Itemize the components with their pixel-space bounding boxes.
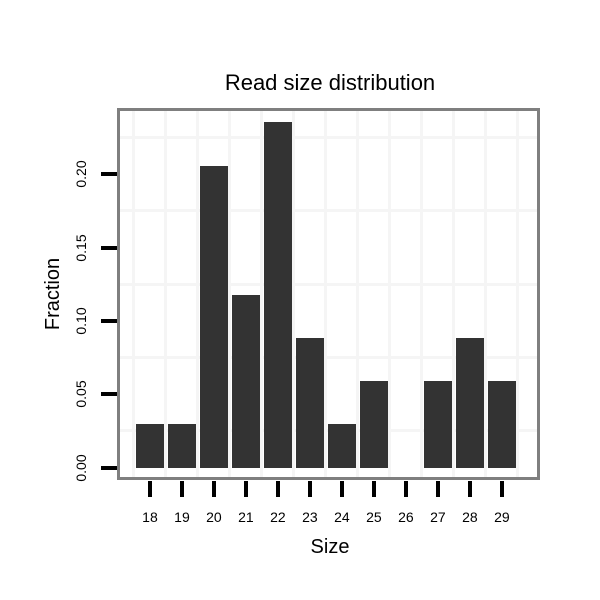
x-tick-label-19: 19 — [174, 509, 190, 525]
x-tick-label-24: 24 — [334, 509, 350, 525]
minor-gridline-x — [452, 111, 456, 477]
bar-23 — [295, 338, 325, 468]
y-axis-title: Fraction — [42, 257, 64, 331]
minor-gridline-x — [260, 111, 264, 477]
bar-19 — [167, 424, 197, 468]
minor-gridline-x — [388, 111, 392, 477]
x-tick-mark-19 — [179, 481, 184, 497]
x-tick-label-18: 18 — [142, 509, 158, 525]
bar-28 — [455, 338, 485, 468]
minor-gridline-x — [356, 111, 360, 477]
x-tick-label-27: 27 — [430, 509, 446, 525]
minor-gridline-y — [120, 135, 537, 139]
bar-22 — [263, 122, 293, 468]
minor-gridline-x — [164, 111, 168, 477]
minor-gridline-x — [196, 111, 200, 477]
x-tick-mark-28 — [467, 481, 472, 497]
x-tick-label-28: 28 — [462, 509, 478, 525]
x-tick-mark-25 — [371, 481, 376, 497]
x-axis-title: Size — [310, 536, 350, 558]
x-tick-label-20: 20 — [206, 509, 222, 525]
x-tick-label-22: 22 — [270, 509, 286, 525]
minor-gridline-x — [484, 111, 488, 477]
bar-27 — [423, 381, 453, 468]
minor-gridline-x — [228, 111, 232, 477]
x-tick-mark-24 — [339, 481, 344, 497]
x-tick-mark-29 — [499, 481, 504, 497]
y-tick-label-0.05: 0.05 — [73, 380, 89, 408]
y-tick-mark-0.00 — [101, 465, 117, 470]
y-tick-mark-0.05 — [101, 392, 117, 397]
x-tick-mark-26 — [403, 481, 408, 497]
y-tick-label-0.00: 0.00 — [73, 453, 89, 482]
minor-gridline-x — [420, 111, 424, 477]
x-tick-mark-21 — [243, 481, 248, 497]
bar-24 — [327, 424, 357, 468]
y-tick-label-0.10: 0.10 — [73, 307, 89, 335]
minor-gridline-x — [132, 111, 136, 477]
chart-title: Read size distribution — [224, 70, 436, 95]
x-tick-mark-23 — [307, 481, 312, 497]
x-tick-label-21: 21 — [238, 509, 254, 525]
x-tick-mark-20 — [211, 481, 216, 497]
y-tick-mark-0.10 — [101, 318, 117, 323]
plot-panel — [117, 108, 540, 480]
x-tick-mark-18 — [147, 481, 152, 497]
x-tick-label-23: 23 — [302, 509, 318, 525]
minor-gridline-y — [120, 356, 537, 360]
bar-20 — [199, 165, 229, 468]
x-tick-label-25: 25 — [366, 509, 382, 525]
x-tick-mark-27 — [435, 481, 440, 497]
minor-gridline-y — [120, 282, 537, 286]
x-tick-mark-22 — [275, 481, 280, 497]
minor-gridline-y — [120, 209, 537, 213]
bar-18 — [135, 424, 165, 468]
minor-gridline-x — [324, 111, 328, 477]
bar-29 — [487, 381, 517, 468]
minor-gridline-x — [292, 111, 296, 477]
x-tick-label-26: 26 — [398, 509, 414, 525]
y-tick-mark-0.20 — [101, 172, 117, 177]
bar-21 — [231, 295, 261, 468]
y-tick-label-0.20: 0.20 — [73, 160, 89, 188]
y-tick-label-0.15: 0.15 — [73, 233, 89, 262]
y-tick-mark-0.15 — [101, 245, 117, 250]
bar-25 — [359, 381, 389, 468]
x-tick-label-29: 29 — [494, 509, 510, 525]
minor-gridline-x — [516, 111, 520, 477]
